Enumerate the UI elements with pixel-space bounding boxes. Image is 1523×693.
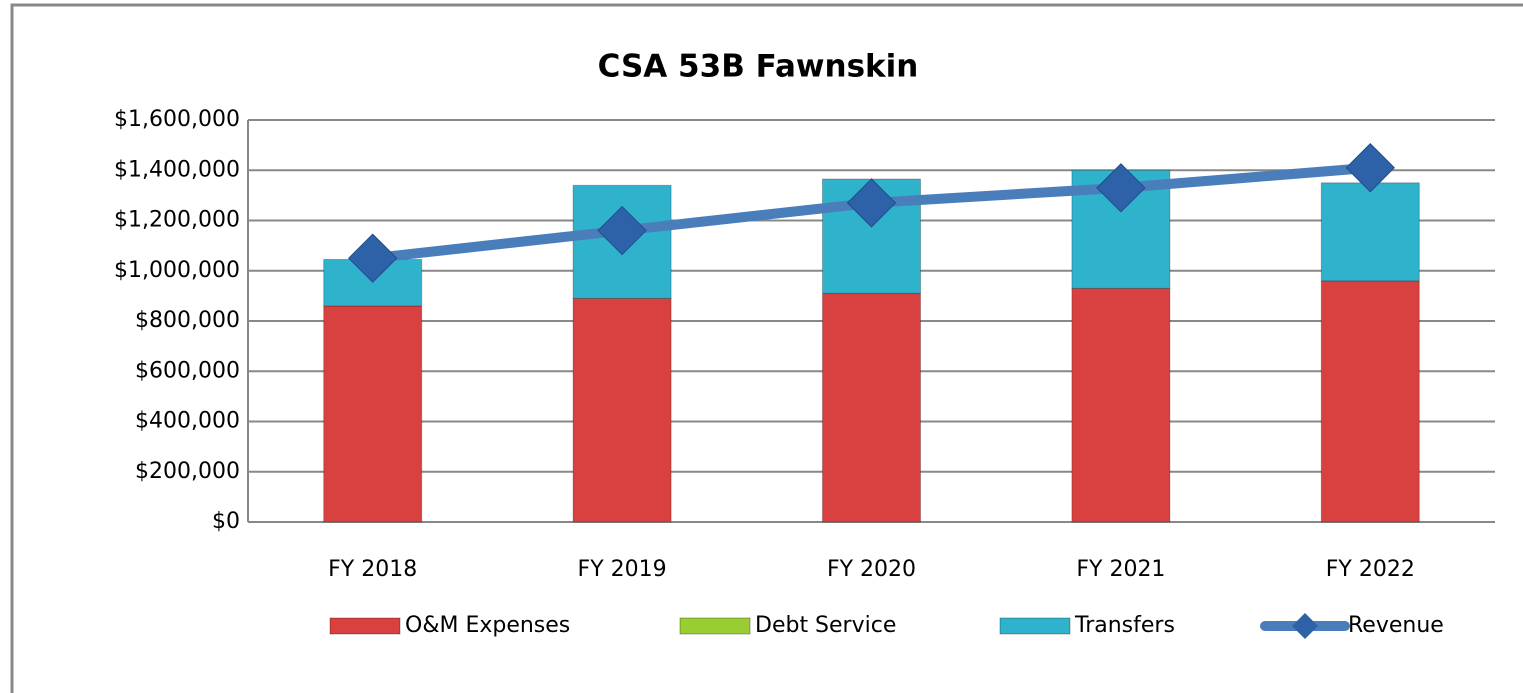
bar-segment [1071, 287, 1171, 523]
bar-segment [1320, 182, 1420, 282]
y-tick-label: $1,600,000 [114, 107, 240, 132]
y-tick-label: $1,200,000 [114, 208, 240, 233]
legend-label: Debt Service [755, 613, 896, 638]
y-tick-label: $600,000 [135, 358, 240, 383]
bar-segment [1320, 280, 1420, 523]
y-tick-label: $800,000 [135, 308, 240, 333]
y-tick-label: $400,000 [135, 409, 240, 434]
y-tick-label: $1,000,000 [114, 258, 240, 283]
bar-segment [572, 297, 672, 523]
y-tick-label: $1,400,000 [114, 157, 240, 182]
revenue-marker [1096, 163, 1146, 213]
revenue-marker [347, 233, 398, 283]
legend-label: Revenue [1348, 613, 1444, 638]
x-tick-label: FY 2021 [1076, 557, 1165, 582]
x-tick-label: FY 2022 [1326, 557, 1415, 582]
y-tick-label: $200,000 [135, 459, 240, 484]
revenue-marker [597, 205, 647, 256]
x-tick-label: FY 2020 [827, 557, 916, 582]
x-tick-label: FY 2018 [328, 557, 417, 582]
chart-title: CSA 53B Fawnskin [598, 49, 919, 85]
legend-marker [1292, 613, 1318, 639]
x-tick-label: FY 2019 [578, 557, 667, 582]
bar-segment [323, 305, 423, 523]
legend-label: Transfers [1074, 613, 1175, 638]
revenue-marker [1345, 143, 1396, 193]
legend-swatch [999, 617, 1071, 635]
revenue-marker [846, 178, 897, 228]
legend-label: O&M Expenses [405, 613, 570, 638]
legend-swatch [679, 617, 751, 635]
y-tick-label: $0 [212, 509, 240, 534]
legend-swatch [329, 617, 401, 635]
bar-segment [822, 292, 921, 523]
